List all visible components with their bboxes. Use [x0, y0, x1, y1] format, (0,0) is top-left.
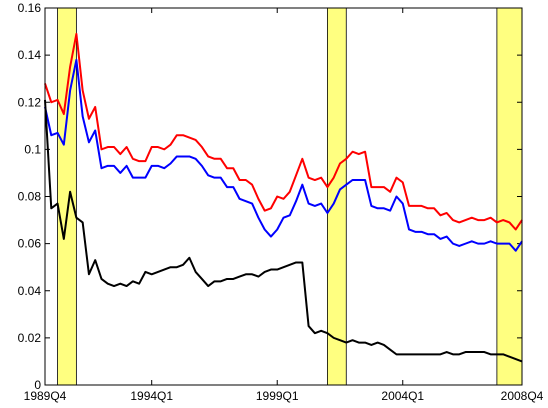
series-line — [44, 32, 523, 231]
x-tick-label: 1994Q1 — [130, 389, 173, 403]
y-tick-label: 0.14 — [18, 48, 42, 62]
x-tick-label: 2004Q1 — [381, 389, 424, 403]
x-tick-label: 2008Q4 — [501, 389, 544, 403]
series-line — [44, 58, 523, 252]
y-tick-label: 0.12 — [18, 95, 42, 109]
y-tick-label: 0.08 — [18, 190, 42, 204]
x-tick-label: 1989Q4 — [24, 389, 67, 403]
x-tick-label: 1999Q1 — [256, 389, 299, 403]
y-tick-label: 0.06 — [18, 237, 42, 251]
y-tick-label: 0.04 — [18, 284, 42, 298]
y-tick-label: 0.1 — [24, 142, 41, 156]
plot-frame — [44, 7, 523, 386]
y-tick-label: 0.16 — [18, 1, 42, 15]
y-tick-label: 0.02 — [18, 331, 42, 345]
series-line — [44, 99, 523, 363]
y-tick-label: 0 — [34, 378, 41, 392]
recession-band — [57, 7, 77, 386]
